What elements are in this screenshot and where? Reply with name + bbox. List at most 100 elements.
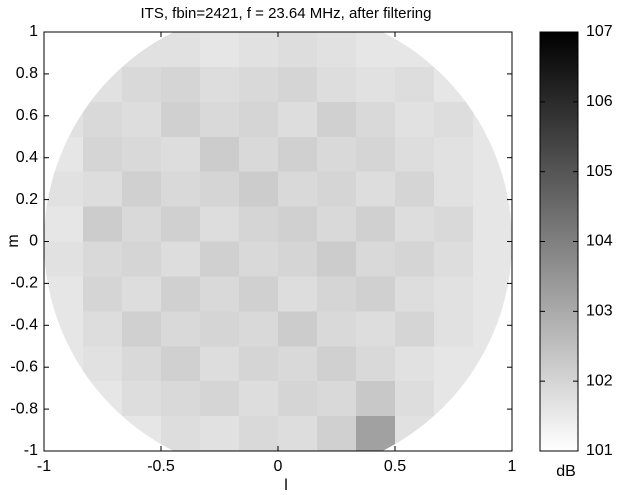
heatmap-cell: [122, 66, 162, 103]
heatmap: [44, 32, 512, 452]
heatmap-cell: [356, 241, 396, 277]
heatmap-cell: [239, 171, 279, 208]
heatmap-cell: [278, 241, 318, 277]
heatmap-cell: [278, 66, 318, 103]
heatmap-cell: [200, 101, 240, 138]
heatmap-cell: [434, 206, 474, 242]
heatmap-cell: [122, 346, 162, 382]
heatmap-cell: [473, 136, 512, 173]
heatmap-cell: [395, 416, 435, 452]
heatmap-cell: [200, 346, 240, 382]
heatmap-cell: [200, 381, 240, 417]
heatmap-cell: [395, 101, 435, 138]
x-tick-label: 1: [508, 458, 517, 475]
heatmap-cell: [317, 381, 357, 417]
y-tick-label: -0.4: [10, 317, 38, 334]
heatmap-cell: [239, 241, 279, 277]
colorbar-label: dB: [556, 463, 576, 480]
x-axis-label: l: [284, 477, 288, 494]
heatmap-cell: [200, 32, 240, 68]
heatmap-cell: [83, 311, 123, 347]
heatmap-cell: [122, 171, 162, 208]
heatmap-cell: [473, 32, 512, 68]
heatmap-cell: [161, 32, 201, 68]
heatmap-cell: [200, 416, 240, 452]
heatmap-cell: [434, 171, 474, 208]
heatmap-cell: [395, 276, 435, 312]
heatmap-cell: [473, 276, 512, 312]
heatmap-cell: [473, 241, 512, 277]
heatmap-cell: [434, 381, 474, 417]
heatmap-cell: [122, 32, 162, 68]
heatmap-cell: [239, 416, 279, 452]
heatmap-cell: [317, 136, 357, 173]
heatmap-cell: [161, 101, 201, 138]
heatmap-cell: [356, 66, 396, 103]
heatmap-cell: [200, 206, 240, 242]
heatmap-cell: [278, 311, 318, 347]
heatmap-cell: [44, 276, 84, 312]
heatmap-cell: [83, 241, 123, 277]
heatmap-cell: [473, 101, 512, 138]
heatmap-cell: [161, 136, 201, 173]
heatmap-cell: [122, 311, 162, 347]
y-tick-label: -0.6: [10, 358, 38, 375]
heatmap-cell: [317, 66, 357, 103]
heatmap-cell: [278, 416, 318, 452]
heatmap-cell: [356, 416, 396, 452]
heatmap-cell: [356, 276, 396, 312]
heatmap-cell: [200, 66, 240, 103]
x-tick-label: 0: [274, 458, 283, 475]
heatmap-cell: [317, 171, 357, 208]
heatmap-cell: [239, 206, 279, 242]
colorbar-tick-label: 105: [586, 163, 613, 180]
y-tick-label: 1: [29, 23, 38, 40]
heatmap-cell: [44, 66, 84, 103]
heatmap-cell: [122, 136, 162, 173]
heatmap-cell: [161, 311, 201, 347]
heatmap-cell: [473, 381, 512, 417]
heatmap-cell: [317, 311, 357, 347]
y-axis-label: m: [5, 234, 22, 247]
heatmap-cell: [317, 276, 357, 312]
heatmap-cell: [44, 416, 84, 452]
heatmap-cell: [434, 136, 474, 173]
heatmap-cell: [44, 241, 84, 277]
y-tick-label: -1: [24, 442, 38, 459]
heatmap-cell: [356, 346, 396, 382]
colorbar-tick-label: 101: [586, 442, 613, 459]
heatmap-cell: [434, 241, 474, 277]
heatmap-cell: [473, 416, 512, 452]
heatmap-cell: [434, 66, 474, 103]
heatmap-cell: [200, 276, 240, 312]
colorbar-tick-label: 107: [586, 23, 613, 40]
heatmap-cell: [44, 381, 84, 417]
heatmap-cell: [83, 101, 123, 138]
chart-title: ITS, fbin=2421, f = 23.64 MHz, after fil…: [141, 5, 432, 22]
heatmap-cell: [200, 136, 240, 173]
heatmap-cell: [395, 136, 435, 173]
heatmap-cell: [278, 381, 318, 417]
heatmap-cell: [317, 32, 357, 68]
heatmap-cell: [122, 241, 162, 277]
y-tick-label: 0: [29, 233, 38, 250]
heatmap-cell: [161, 416, 201, 452]
x-tick-label: -0.5: [147, 458, 175, 475]
heatmap-cell: [83, 206, 123, 242]
heatmap-cell: [239, 346, 279, 382]
heatmap-cell: [356, 206, 396, 242]
heatmap-cell: [239, 381, 279, 417]
heatmap-cell: [356, 101, 396, 138]
y-tick-label: 0.8: [16, 65, 38, 82]
heatmap-cell: [161, 206, 201, 242]
heatmap-cell: [356, 171, 396, 208]
heatmap-cell: [161, 276, 201, 312]
heatmap-cell: [317, 416, 357, 452]
heatmap-cell: [395, 66, 435, 103]
heatmap-cell: [278, 136, 318, 173]
heatmap-cell: [278, 101, 318, 138]
heatmap-cell: [434, 416, 474, 452]
heatmap-cell: [83, 171, 123, 208]
heatmap-cell: [161, 66, 201, 103]
